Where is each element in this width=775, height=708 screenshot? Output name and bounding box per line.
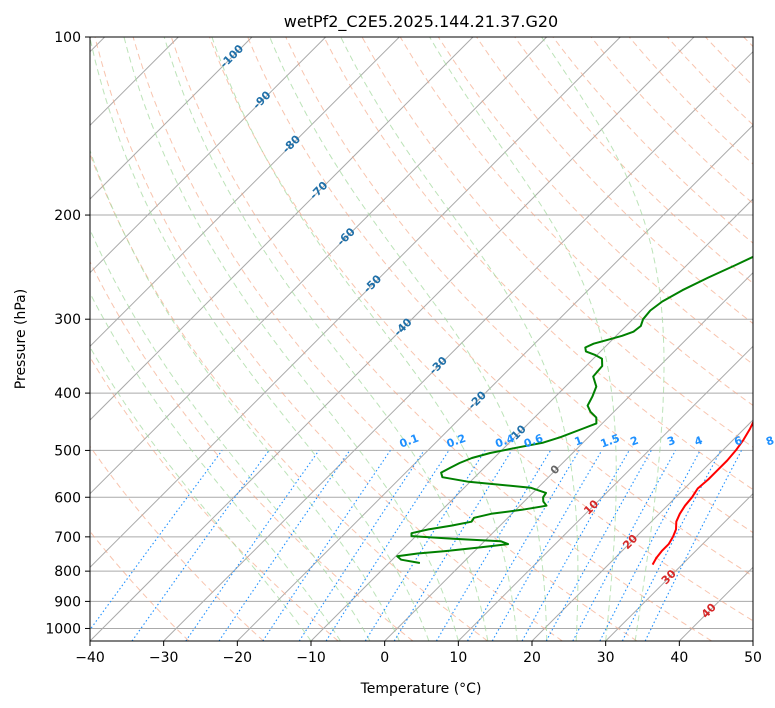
isotherm-line xyxy=(90,37,400,348)
y-tick-label: 1000 xyxy=(45,621,81,637)
moist-adiabat xyxy=(123,37,459,641)
x-tick-label: −40 xyxy=(75,650,105,666)
plot-frame xyxy=(89,36,754,642)
moist-adiabat xyxy=(163,37,489,641)
y-tick-label: 600 xyxy=(54,490,81,506)
dry-adiabat xyxy=(285,37,753,534)
isotherm-line xyxy=(90,37,548,495)
isotherm-line xyxy=(163,50,753,641)
dry-adiabat xyxy=(247,37,753,577)
isotherm-line xyxy=(236,124,753,641)
mixing-ratio-line xyxy=(545,450,652,641)
y-axis-label: Pressure (hPa) xyxy=(13,289,29,389)
y-tick-label: 500 xyxy=(54,443,81,459)
mixing-ratio-line xyxy=(298,450,425,641)
x-tick-label: −30 xyxy=(149,650,179,666)
plot-data xyxy=(396,255,753,566)
plot-grid xyxy=(90,37,753,641)
moist-adiabat xyxy=(90,37,430,641)
isotherm-line xyxy=(605,492,753,641)
moist-adiabat xyxy=(211,37,518,641)
moist-adiabat xyxy=(541,37,665,641)
mixing-ratio-line xyxy=(131,450,270,641)
isotherm-line xyxy=(90,37,327,274)
moist-adiabat xyxy=(90,228,371,641)
mixing-ratio-label: 8 xyxy=(764,434,775,449)
isotherm-line xyxy=(457,345,753,641)
isotherm-line xyxy=(90,37,474,421)
dewpoint-profile xyxy=(396,255,753,564)
isotherm-line xyxy=(531,419,753,641)
dry-adiabat xyxy=(323,37,753,491)
dry-adiabat xyxy=(628,37,753,165)
dry-adiabat xyxy=(90,260,414,641)
x-tick-label: 50 xyxy=(744,650,762,666)
moist-adiabat xyxy=(90,291,341,641)
isotherm-line xyxy=(90,37,695,641)
dry-adiabat xyxy=(437,37,753,365)
mixing-ratio-line xyxy=(572,450,676,641)
mixing-ratio-label: 1.5 xyxy=(599,432,622,451)
mixing-ratio-label: 0.1 xyxy=(398,432,421,451)
mixing-ratio-line xyxy=(325,450,450,641)
y-tick-label: 700 xyxy=(54,530,81,546)
dry-adiabat xyxy=(170,37,712,641)
x-axis-label: Temperature (°C) xyxy=(360,681,482,697)
moist-adiabat xyxy=(340,37,579,641)
x-tick-label: 30 xyxy=(597,650,615,666)
isotherm-line xyxy=(90,37,621,569)
mixing-ratio-line xyxy=(262,450,391,641)
mixing-ratio-label: 0.2 xyxy=(445,432,468,451)
dry-adiabat xyxy=(475,37,753,325)
mixing-ratio-label: 2 xyxy=(629,434,641,449)
x-tick-label: 0 xyxy=(380,650,389,666)
mixing-ratio-line xyxy=(218,450,351,641)
mixing-ratio-label: 4 xyxy=(693,434,705,449)
isotherm-line xyxy=(90,37,253,200)
dry-adiabat xyxy=(132,37,638,641)
moist-adiabat xyxy=(269,37,548,641)
mixing-ratio-line xyxy=(521,450,630,641)
y-tick-label: 400 xyxy=(54,386,81,402)
mixing-ratio-line xyxy=(185,450,320,641)
chart-title: wetPf2_C2E5.2025.144.21.37.G20 xyxy=(284,12,558,32)
dry-adiabat xyxy=(94,37,563,641)
y-tick-label: 800 xyxy=(54,564,81,580)
mixing-ratio-label: 6 xyxy=(733,434,745,449)
dry-adiabat xyxy=(399,37,753,407)
y-tick-label: 200 xyxy=(54,208,81,224)
x-tick-label: 40 xyxy=(670,650,688,666)
mixing-ratio-label: 0.4 xyxy=(493,432,516,451)
mixing-ratio-line xyxy=(621,450,722,641)
x-tick-label: −10 xyxy=(296,650,326,666)
x-tick-label: 10 xyxy=(449,650,467,666)
mixing-ratio-line xyxy=(644,450,742,641)
y-tick-label: 900 xyxy=(54,594,81,610)
dry-adiabat xyxy=(90,152,488,641)
mixing-ratio-line xyxy=(393,450,513,641)
x-tick-label: −20 xyxy=(223,650,253,666)
y-tick-label: 100 xyxy=(54,30,81,46)
moist-adiabat xyxy=(429,37,617,641)
moist-adiabat xyxy=(90,346,312,641)
mixing-ratio-label: 3 xyxy=(665,434,677,449)
temperature-profile xyxy=(651,420,753,566)
mixing-ratio-label: 1 xyxy=(573,434,585,449)
x-tick-label: 20 xyxy=(523,650,541,666)
y-tick-label: 300 xyxy=(54,312,81,328)
mixing-ratio-line xyxy=(90,450,223,631)
dry-adiabat xyxy=(90,445,264,641)
axes: −40 −30 −20 −10 0 10 20 30 40 5010020030040050060… xyxy=(45,30,762,666)
mixing-ratio-label: 0.6 xyxy=(522,432,545,451)
dry-adiabat xyxy=(514,37,753,284)
